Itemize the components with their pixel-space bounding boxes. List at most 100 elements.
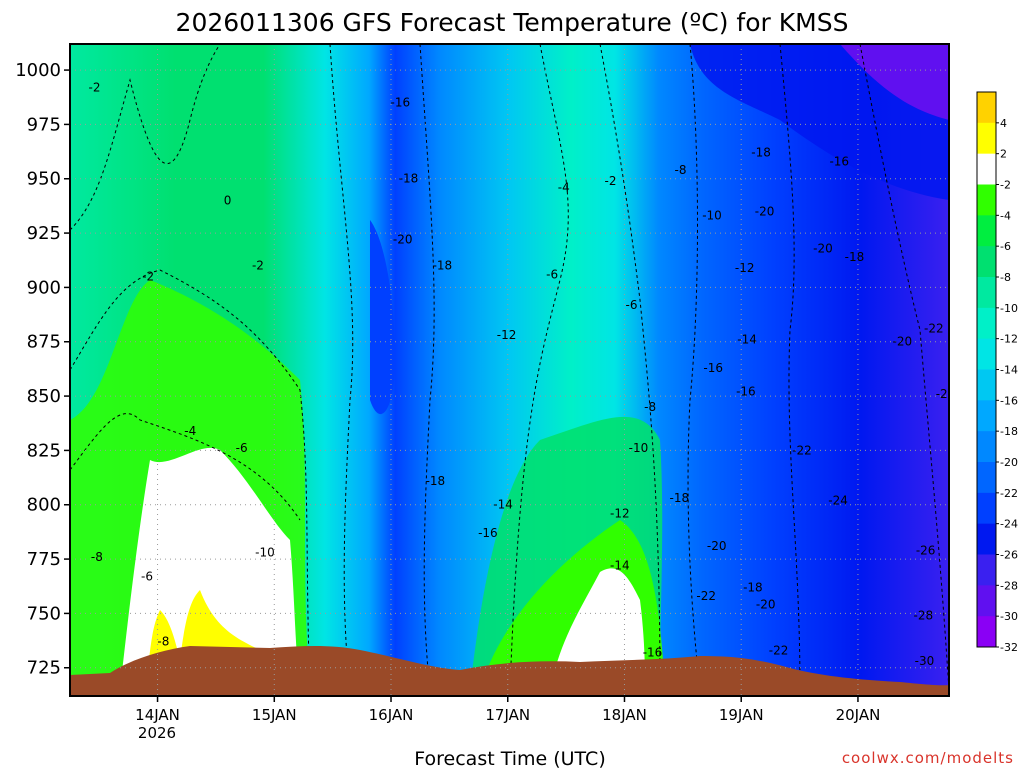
colorbar-label: -26: [1000, 549, 1018, 562]
colorbar-swatch: [977, 585, 996, 617]
y-axis: 725 750 775 800 825 850 875 900 925 950 975 1000: [15, 60, 70, 679]
contour-label: -4: [558, 180, 570, 194]
contour-label: -12: [610, 506, 630, 520]
contour-label: -16: [391, 96, 411, 110]
colorbar-swatch: [977, 277, 996, 309]
colorbar-swatch: [977, 369, 996, 401]
contour-label: -6: [626, 298, 638, 312]
colorbar-swatch: [977, 215, 996, 247]
contour-label: -22: [792, 443, 812, 457]
contour-label: -16: [829, 154, 849, 168]
chart-title: 2026011306 GFS Forecast Temperature (ºC)…: [176, 8, 849, 37]
contour-line: [70, 413, 301, 521]
credit-text: coolwx.com/modelts: [842, 749, 1014, 767]
contour-label: -16: [478, 526, 498, 540]
y-tick-label: 775: [27, 549, 61, 570]
contour-line: [70, 44, 221, 231]
cold-core-region: [370, 220, 395, 415]
colorbar-label: 2: [1000, 148, 1007, 161]
contour-label: -18: [751, 146, 771, 160]
near-freezing-region-2: [550, 568, 645, 690]
x-tick-label: 17JAN: [485, 706, 530, 724]
x-tick-label: 15JAN: [252, 706, 297, 724]
colorbar-swatch: [977, 307, 996, 340]
colorbar-swatch: [977, 92, 996, 124]
y-tick-label: 950: [27, 169, 61, 190]
contour-label: -18: [426, 474, 446, 488]
colorbar-label: -14: [1000, 364, 1018, 377]
contour-label: -20: [707, 539, 727, 553]
gridlines: [70, 44, 949, 696]
plot-area: -8-6-8 -10-6-4-2-20-2-18-16-14-12-18-20-1…: [70, 44, 949, 696]
colorbar-label: 4: [1000, 117, 1007, 130]
y-tick-label: 725: [27, 658, 61, 679]
contour-label: -10: [255, 546, 275, 560]
contour-label: -18: [399, 172, 419, 186]
contour-label: -2: [604, 174, 616, 188]
contour-labels: -8-6-8 -10-6-4-2-20-2-18-16-14-12-18-20-1…: [89, 80, 949, 668]
y-tick-label: 875: [27, 332, 61, 353]
colorbar-label: -4: [1000, 209, 1011, 222]
y-tick-label: 850: [27, 386, 61, 407]
colorbar-swatch: [977, 122, 996, 155]
terrain-ground: [70, 646, 949, 696]
contour-label: 0: [224, 193, 232, 207]
y-tick-label: 1000: [15, 60, 61, 81]
coldest-region: [840, 44, 949, 120]
colorbar-label: -20: [1000, 456, 1018, 469]
y-tick-label: 975: [27, 114, 61, 135]
y-tick-label: 750: [27, 603, 61, 624]
contour-label: -16: [736, 385, 756, 399]
contour-label: -10: [629, 441, 649, 455]
y-tick-label: 925: [27, 223, 61, 244]
colorbar-label: -32: [1000, 641, 1018, 654]
contour-label: -6: [236, 441, 248, 455]
colorbar-label: -10: [1000, 302, 1018, 315]
contour-label: -20: [756, 598, 776, 612]
contour-label: -18: [433, 259, 453, 273]
x-axis-title: Forecast Time (UTC): [414, 748, 605, 768]
contour-line: [70, 269, 311, 691]
contour-label: -14: [737, 333, 757, 347]
contour-line: [329, 44, 354, 691]
colorbar-label: -30: [1000, 610, 1018, 623]
contour-label: -6: [141, 569, 153, 583]
colorbar-swatch: [977, 184, 996, 216]
colorbar-label: -24: [1000, 518, 1018, 531]
y-tick-label: 800: [27, 495, 61, 516]
contour-label: -16: [703, 361, 723, 375]
colorbar-swatch: [977, 246, 996, 278]
contour-line: [599, 44, 661, 691]
contour-lines: [70, 44, 949, 691]
colorbar-swatch: [977, 616, 996, 648]
x-tick-label: 16JAN: [369, 706, 414, 724]
contour-line: [859, 44, 949, 691]
x-tick-year: 2026: [138, 724, 176, 742]
x-tick-label: 18JAN: [602, 706, 647, 724]
contour-label: -12: [735, 261, 755, 275]
colorbar-swatch: [977, 431, 996, 463]
x-tick-label: 14JAN: [135, 706, 180, 724]
contour-label: -18: [743, 580, 763, 594]
contour-label: -20: [893, 335, 913, 349]
contour-line: [779, 44, 801, 691]
contour-label: -18: [845, 250, 865, 264]
contour-label: -20: [813, 241, 833, 255]
colorbar-swatch: [977, 400, 996, 432]
colorbar-label: -22: [1000, 487, 1018, 500]
colorbar-label: -6: [1000, 240, 1011, 253]
contour-line: [687, 44, 701, 691]
contour-line: [419, 44, 435, 691]
contour-label: -14: [610, 559, 630, 573]
colorbar-label: -28: [1000, 579, 1018, 592]
colorbar-label: -18: [1000, 425, 1018, 438]
colorbar-swatch: [977, 523, 996, 555]
contour-label: -20: [755, 204, 775, 218]
contour-label: -14: [493, 498, 513, 512]
contour-label: -2: [252, 259, 264, 273]
colorbar-label: -12: [1000, 333, 1018, 346]
contour-label: -24: [828, 493, 848, 507]
y-tick-label: 900: [27, 277, 61, 298]
colorbar: 4 2 -2 -4 -6 -8 -10 -12 -14 -16 -18 -20 -22 -24 -26 -28…: [976, 91, 1018, 654]
